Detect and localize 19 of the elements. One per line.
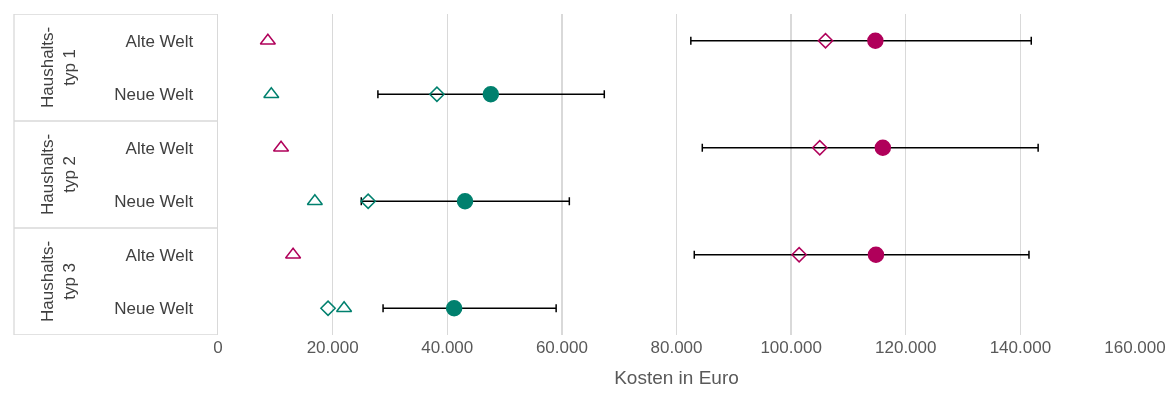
text: Haushalts-typ 2 — [38, 133, 80, 215]
x-tick-label: 100.000 — [760, 338, 822, 357]
text: Haushalts-typ 3 — [38, 240, 80, 322]
x-tick-label: 60.000 — [535, 338, 588, 357]
x-tick-label: 40.000 — [421, 338, 474, 357]
y-tick-label: Alte Welt — [125, 31, 194, 51]
y-tick-label: Neue Welt — [114, 299, 194, 319]
x-tick-label: 140.000 — [989, 338, 1052, 357]
x-axis-title: Kosten in Euro — [614, 366, 739, 388]
y-tick-label: Neue Welt — [114, 192, 194, 212]
y-tick-label: Alte Welt — [125, 245, 194, 265]
x-tick-label: 80.000 — [650, 338, 703, 357]
y-tick-label: Alte Welt — [125, 138, 194, 158]
x-tick-label: 160.000 — [1104, 338, 1166, 357]
text: Haushalts-typ 1 — [38, 26, 80, 108]
x-tick-label: 20.000 — [306, 338, 359, 357]
x-tick-label: 0 — [213, 338, 223, 357]
x-tick-label: 120.000 — [875, 338, 937, 357]
y-tick-label: Neue Welt — [114, 85, 194, 105]
